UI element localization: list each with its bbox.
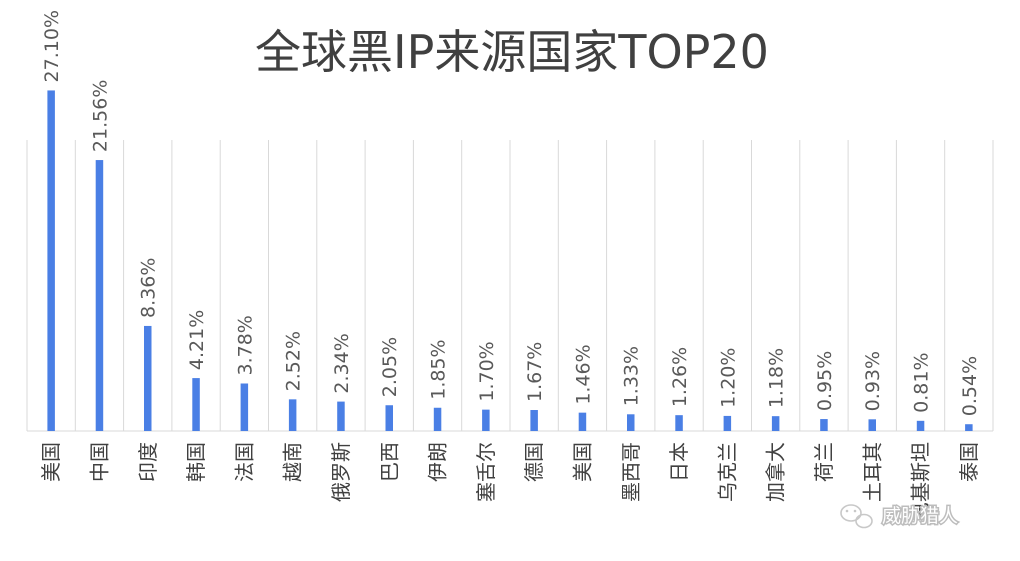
bar [337, 401, 345, 431]
bar [288, 399, 297, 431]
category-label: 俄罗斯 [329, 442, 353, 502]
bar [192, 378, 200, 431]
category-label: 塞舌尔 [474, 442, 498, 502]
category-label: 印度 [136, 442, 160, 482]
category-labels: 美国 中国 印度 韩国 法国 越南 俄罗斯 巴西 伊朗 塞舌尔 德国 美国 墨西哥 日本 乌克兰 加拿大 荷兰土… [39, 442, 981, 522]
data-label: 1.26% [669, 347, 691, 407]
watermark: 威胁猎人 [840, 504, 960, 529]
data-label: 0.54% [959, 356, 981, 416]
data-label: 1.70% [476, 341, 498, 401]
data-label: 0.95% [814, 351, 836, 411]
bars [47, 90, 973, 432]
category-label: 中国 [87, 442, 111, 482]
bar [820, 419, 828, 431]
category-separators [26, 140, 994, 432]
wechat-icon [840, 504, 873, 529]
data-label: 1.18% [766, 348, 788, 408]
bar [240, 383, 249, 431]
bar [868, 419, 876, 431]
category-label: 法国 [232, 442, 256, 482]
bar [627, 414, 635, 431]
category-label: 荷兰 [812, 442, 836, 482]
bar [530, 410, 538, 431]
category-label: 日本 [667, 442, 691, 482]
category-label: 巴基斯坦 [909, 442, 933, 522]
category-label: 美国 [570, 442, 594, 482]
data-label: 1.67% [524, 342, 546, 402]
bar [965, 424, 973, 431]
data-label: 21.56% [89, 80, 111, 152]
data-label: 1.46% [572, 344, 594, 404]
data-label: 8.36% [138, 258, 160, 318]
category-label: 美国 [39, 442, 63, 482]
bar [95, 160, 104, 431]
data-label: 1.85% [428, 339, 450, 399]
bar [482, 409, 490, 431]
category-label: 乌克兰 [715, 442, 739, 502]
category-label: 墨西哥 [619, 442, 643, 502]
category-label: 加拿大 [764, 442, 788, 502]
bar [385, 405, 393, 431]
data-label: 4.21% [186, 310, 208, 370]
data-label: 2.34% [331, 333, 353, 393]
data-label: 2.52% [283, 331, 305, 391]
category-label: 韩国 [184, 442, 208, 482]
bar [771, 416, 780, 431]
data-label: 0.93% [862, 351, 884, 411]
category-label: 巴西 [377, 442, 401, 482]
data-label: 2.05% [379, 337, 401, 397]
category-label: 德国 [522, 442, 546, 482]
data-label: 1.33% [621, 346, 643, 406]
bar [916, 420, 925, 431]
chart-title: 全球黑IP来源国家TOP20 [255, 25, 769, 79]
category-label: 土耳其 [860, 442, 884, 502]
bar [433, 407, 442, 431]
category-label: 泰国 [957, 442, 981, 482]
bar [723, 415, 732, 431]
bar [578, 412, 587, 431]
bar [144, 325, 152, 431]
bar [675, 415, 683, 431]
data-label: 0.81% [911, 352, 933, 412]
category-label: 越南 [281, 442, 305, 482]
watermark-text: 威胁猎人 [882, 505, 958, 527]
data-label: 27.10% [41, 10, 63, 82]
value-labels: 27.10% 21.56% 8.36% 4.21% 3.78% 2.52% 2.34% 2.0… [41, 10, 981, 416]
data-label: 3.78% [234, 315, 256, 375]
category-label: 伊朗 [426, 442, 450, 482]
bar [47, 90, 55, 432]
data-label: 1.20% [717, 348, 739, 408]
